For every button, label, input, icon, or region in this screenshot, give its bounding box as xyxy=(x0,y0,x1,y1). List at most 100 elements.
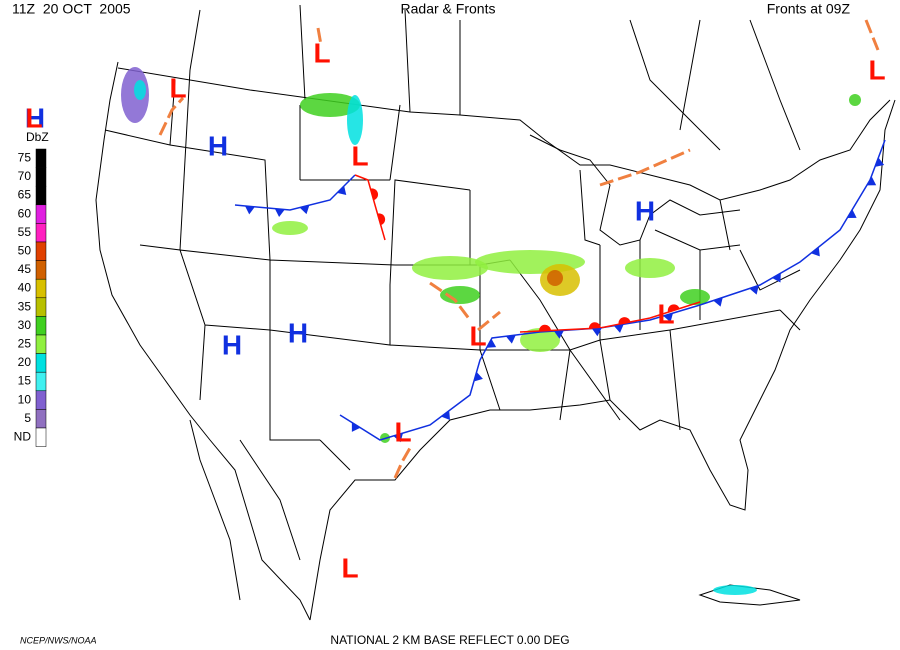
radar-echo xyxy=(713,585,757,595)
legend-swatch xyxy=(35,148,47,168)
pressure-center: H xyxy=(222,329,242,360)
radar-echo xyxy=(547,270,563,286)
front-triangle xyxy=(393,433,403,443)
baja xyxy=(189,419,241,601)
radar-echo xyxy=(440,286,480,304)
legend: DbZ 75 70 65 60 55 50 45 40 35 30 25 20 15 10 5 ND xyxy=(14,130,49,447)
front-triangle xyxy=(473,371,483,382)
pressure-center: L xyxy=(657,298,674,329)
legend-label: 50 xyxy=(18,243,32,257)
header-time: 11Z 20 OCT 2005 xyxy=(12,1,131,17)
pressure-center: H xyxy=(288,317,308,348)
front-triangle xyxy=(810,247,820,257)
legend-swatch xyxy=(35,167,47,187)
front-semicircle xyxy=(667,304,680,313)
radar-echo xyxy=(625,258,675,278)
radar-echo xyxy=(347,95,363,145)
trough xyxy=(477,310,501,332)
front-triangle xyxy=(351,422,361,432)
radar-echo xyxy=(134,80,146,100)
legend-swatch xyxy=(35,390,47,410)
legend-swatch xyxy=(35,409,47,429)
legend-label: 25 xyxy=(18,336,32,350)
trough xyxy=(316,27,323,46)
legend-swatch xyxy=(35,371,47,392)
cold-front xyxy=(234,174,356,211)
cuba xyxy=(698,584,801,606)
front-semicircle xyxy=(618,317,631,325)
pressure-center: H xyxy=(25,102,45,133)
mexico-lines xyxy=(239,439,351,561)
front-triangle xyxy=(713,297,723,307)
legend-label: 10 xyxy=(18,392,32,406)
front-triangle xyxy=(663,313,673,323)
front-triangle xyxy=(441,410,450,420)
front-triangle xyxy=(866,176,877,186)
canada-lines xyxy=(189,4,801,151)
canada-border xyxy=(117,67,891,201)
front-triangle xyxy=(847,209,857,218)
legend-label: 5 xyxy=(24,411,31,425)
pressure-center: L xyxy=(341,552,358,583)
legend-label: 65 xyxy=(18,188,32,202)
front-semicircle xyxy=(538,324,551,332)
front-triangle xyxy=(613,324,624,333)
legend-label: 20 xyxy=(18,355,32,369)
pressure-center: H xyxy=(635,195,655,226)
front-triangle xyxy=(299,205,310,215)
radar-echo xyxy=(849,94,861,106)
legend-label: 60 xyxy=(18,206,32,220)
pressure-center: L xyxy=(394,416,411,447)
fronts xyxy=(158,19,886,479)
pressure-center: L xyxy=(313,37,330,68)
legend-label: 35 xyxy=(18,299,32,313)
radar-echoes xyxy=(121,67,861,595)
radar-echo xyxy=(412,256,488,280)
front-triangle xyxy=(749,285,759,295)
legend-title: DbZ xyxy=(26,130,49,144)
legend-swatch xyxy=(35,297,47,317)
front-triangle xyxy=(244,205,255,215)
front-triangle xyxy=(337,185,347,196)
pressure-center: L xyxy=(351,140,368,171)
legend-label: 15 xyxy=(18,374,32,388)
header-fronts-time: Fronts at 09Z xyxy=(767,1,851,17)
legend-swatch xyxy=(35,204,47,224)
front-triangle xyxy=(874,157,885,167)
front-triangle xyxy=(486,338,497,348)
front-triangle xyxy=(591,327,602,337)
legend-swatch xyxy=(35,185,47,206)
front-triangle xyxy=(505,335,516,344)
legend-swatch xyxy=(35,316,47,336)
coastline xyxy=(95,61,311,621)
front-semicircle xyxy=(370,188,379,201)
pressure-center: H xyxy=(208,130,228,161)
trough xyxy=(158,96,185,136)
legend-swatch xyxy=(35,223,47,243)
radar-echo xyxy=(300,93,360,117)
pressure-center: L xyxy=(169,72,186,103)
pressure-center: L xyxy=(868,54,885,85)
front-triangle xyxy=(553,330,564,339)
legend-label: 45 xyxy=(18,262,32,276)
legend-label: 55 xyxy=(18,225,32,239)
radar-echo xyxy=(680,289,710,305)
footer-product: NATIONAL 2 KM BASE REFLECT 0.00 DEG xyxy=(330,633,569,647)
legend-swatch xyxy=(35,353,47,373)
trough xyxy=(864,19,880,51)
radar-echo xyxy=(272,221,308,235)
legend-swatch xyxy=(35,334,47,354)
header-title: Radar & Fronts xyxy=(401,1,496,17)
front-triangle xyxy=(274,208,285,218)
legend-swatch xyxy=(35,427,47,447)
front-semicircle xyxy=(588,322,601,329)
trough xyxy=(599,148,691,187)
pressure-center: L xyxy=(469,320,486,351)
legend-label: 75 xyxy=(18,150,32,164)
trough xyxy=(429,281,472,321)
gulf-coast xyxy=(309,99,896,621)
front-triangle xyxy=(772,273,781,283)
legend-swatch xyxy=(35,260,47,280)
